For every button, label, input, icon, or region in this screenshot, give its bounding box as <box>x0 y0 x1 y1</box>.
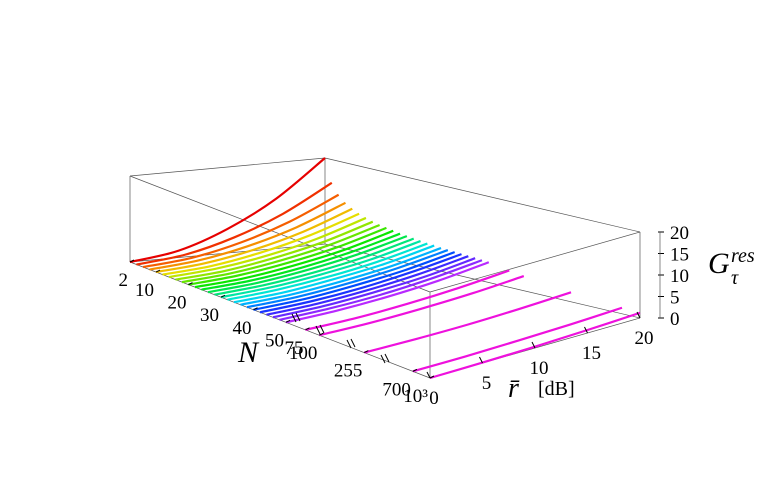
x-tick-label: 10³ <box>403 386 428 407</box>
x-tick <box>412 368 418 372</box>
box-edge <box>129 157 326 177</box>
curve <box>168 216 367 279</box>
curve <box>227 242 428 301</box>
x-tick <box>155 269 161 273</box>
curve <box>272 257 476 319</box>
y-tick-label: 20 <box>635 328 654 349</box>
box-edge <box>324 157 641 233</box>
curve <box>364 291 572 354</box>
curve <box>162 212 360 276</box>
y-tick-label: 15 <box>582 343 601 364</box>
y-axis-unit: [dB] <box>538 378 575 400</box>
curve <box>259 253 462 314</box>
curve <box>233 244 435 304</box>
y-tick <box>479 356 483 364</box>
curve <box>220 240 421 299</box>
curve <box>194 229 394 289</box>
x-tick <box>129 259 135 263</box>
x-tick-label: 100 <box>289 343 318 364</box>
x-tick-label: 20 <box>168 293 187 314</box>
curves <box>129 157 641 380</box>
curve <box>201 232 401 291</box>
x-tick-label: 700 <box>382 379 411 400</box>
curve <box>149 201 346 271</box>
curve <box>319 275 525 337</box>
curve <box>285 261 490 324</box>
y-tick <box>426 371 431 379</box>
curve <box>207 235 408 294</box>
x-tick <box>305 327 310 331</box>
curve <box>246 249 449 309</box>
curve <box>175 220 374 281</box>
z-tick-label: 15 <box>670 245 689 266</box>
z-tick-label: 10 <box>670 266 689 287</box>
z-axis-title: G <box>708 247 730 280</box>
curve <box>240 247 442 306</box>
curve <box>181 223 381 284</box>
curve <box>412 306 623 373</box>
x-tick-label: 10 <box>135 280 154 301</box>
curve <box>142 193 340 269</box>
y-tick <box>531 341 536 349</box>
x-tick <box>364 350 369 354</box>
y-tick-label: 5 <box>482 373 492 394</box>
y-tick-label: 10 <box>530 358 549 379</box>
x-tick <box>285 319 291 323</box>
y-axis-title: r̄ <box>508 373 520 404</box>
y-tick-label: 0 <box>429 388 439 409</box>
curve <box>429 311 641 380</box>
z-tick-label: 0 <box>670 309 680 330</box>
x-tick <box>220 294 226 298</box>
y-tick <box>584 326 588 334</box>
x-tick-label: 50 <box>265 330 284 351</box>
x-tick-label: 30 <box>200 305 219 326</box>
box-edge <box>429 231 641 293</box>
curve <box>136 181 333 266</box>
x-tick <box>253 307 258 311</box>
x-tick-label: 255 <box>334 361 363 382</box>
z-axis-subscript: τ <box>731 267 739 289</box>
curve <box>279 259 483 321</box>
curve <box>155 207 353 274</box>
z-tick-label: 5 <box>670 288 680 309</box>
x-axis-title: N <box>237 336 260 369</box>
curve <box>129 157 326 264</box>
y-tick <box>636 311 641 319</box>
curve <box>305 269 510 331</box>
x-tick <box>319 332 324 336</box>
curve <box>253 251 456 311</box>
x-tick-label: 2 <box>119 270 129 291</box>
axis-breaks <box>291 312 390 364</box>
curve <box>214 237 415 296</box>
curve <box>266 255 469 316</box>
z-tick-label: 20 <box>670 223 689 244</box>
x-tick-label: 40 <box>233 318 252 339</box>
curve <box>188 226 387 286</box>
x-tick <box>188 282 193 286</box>
x-tick <box>429 375 435 379</box>
z-axis-superscript: res <box>731 245 755 267</box>
x-tick-label: 75 <box>284 338 303 359</box>
